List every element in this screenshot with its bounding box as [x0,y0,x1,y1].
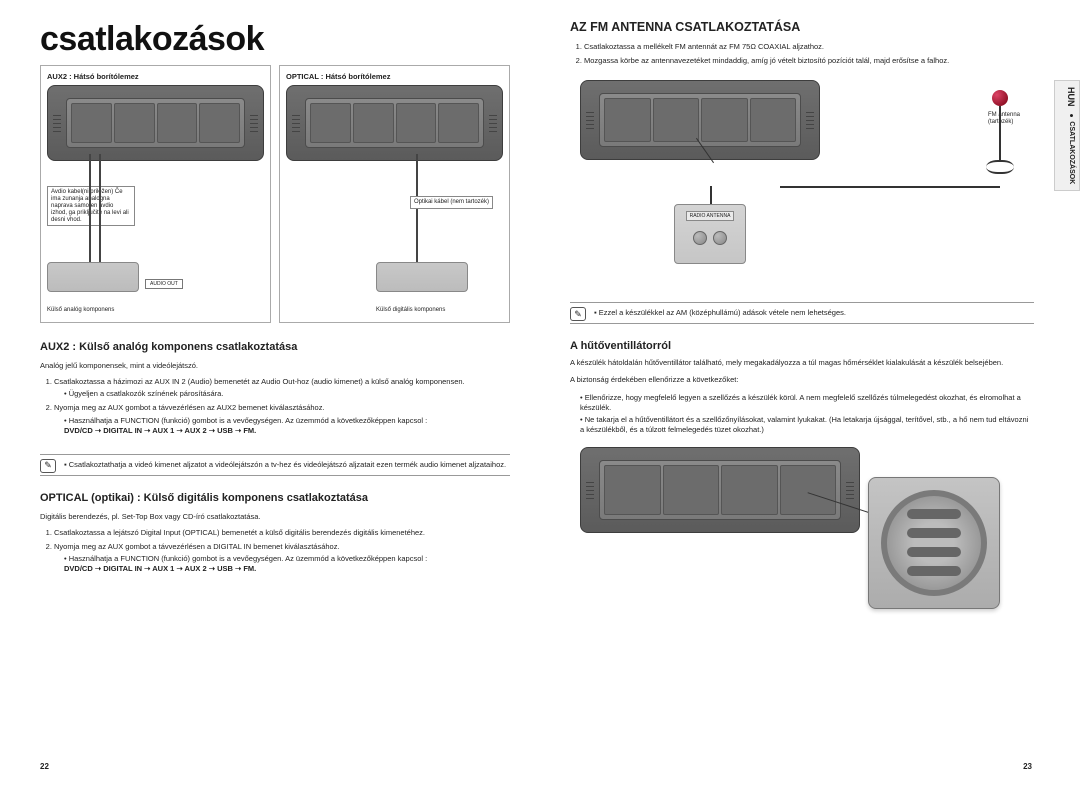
step-text: Nyomja meg az AUX gombot a távvezérlésen… [54,542,340,551]
page-right: AZ FM ANTENNA CSATLAKOZTATÁSA Csatlakozt… [540,0,1080,789]
mode-chain: DVD/CD ➝ DIGITAL IN ➝ AUX 1 ➝ AUX 2 ➝ US… [64,564,256,573]
device-illustration [47,85,264,161]
optical-intro: Digitális berendezés, pl. Set-Top Box va… [40,512,510,522]
wire-illustration [999,106,1001,160]
optical-heading: OPTICAL (optikai) : Külső digitális komp… [40,492,510,504]
radio-antenna-box: RADIO ANTENNA [674,204,746,264]
device-illustration [286,85,503,161]
diagram-aux2-label: AUX2 : Hátsó borítólemez [47,72,264,81]
list-item: Csatlakoztassa a mellékelt FM antennát a… [584,42,1034,52]
fm-antenna-label: FM antenna (tartozék) [988,112,1038,126]
audio-out-label: AUDIO OUT [145,279,183,289]
bullet-text: Használhatja a FUNCTION (funkció) gombot… [69,554,428,563]
radio-antenna-label: RADIO ANTENNA [686,211,735,221]
diagram-aux2: AUX2 : Hátsó borítólemez Avdio kabel(ni … [40,65,271,323]
page-number-left: 22 [40,762,49,771]
digital-component-illustration [376,262,468,292]
bullet-text: Használhatja a FUNCTION (funkció) gombot… [69,416,428,425]
list-item: Használhatja a FUNCTION (funkció) gombot… [64,416,510,436]
fm-title: AZ FM ANTENNA CSATLAKOZTATÁSA [570,20,1034,34]
optical-component-label: Külső digitális komponens [376,307,445,314]
fm-diagram: FM antenna (tartozék) RADIO ANTENNA [570,80,1034,280]
fan-diagram [570,447,1034,615]
list-item: Mozgassa körbe az antennavezetéket minda… [584,56,1034,66]
fm-steps: Csatlakoztassa a mellékelt FM antennát a… [570,42,1034,70]
note-box: ✎ ▪ Ezzel a készülékkel az AM (középhull… [570,302,1034,324]
diagram-optical-label: OPTICAL : Hátsó borítólemez [286,72,503,81]
coil-illustration [986,160,1014,174]
optical-steps: Csatlakoztassa a lejátszó Digital Input … [40,528,510,579]
diagram-optical: OPTICAL : Hátsó borítólemez Optikai kábe… [279,65,510,323]
list-item: Csatlakoztassa a lejátszó Digital Input … [54,528,510,538]
device-illustration [580,447,860,533]
fan-bullets: Ellenőrizze, hogy megfelelő legyen a sze… [570,393,1034,438]
page-number-right: 23 [1023,762,1032,771]
side-tab-section: ● CSATLAKOZÁSOK [1068,112,1075,184]
wire-illustration [710,186,712,206]
analog-component-illustration [47,262,139,292]
list-item: Csatlakoztassa a házimozi az AUX IN 2 (A… [54,377,510,399]
step-text: Nyomja meg az AUX gombot a távvezérlésen… [54,403,325,412]
device-illustration [580,80,820,160]
side-tab: HUN ● CSATLAKOZÁSOK [1054,80,1080,191]
note-text: ▪ Ezzel a készülékkel az AM (középhullám… [594,308,1034,318]
list-item: Ellenőrizze, hogy megfelelő legyen a sze… [580,393,1034,413]
aux2-steps: Csatlakoztassa a házimozi az AUX IN 2 (A… [40,377,510,440]
note-content: Ezzel a készülékkel az AM (középhullámú)… [599,308,846,317]
fan-p2: A biztonság érdekében ellenőrizze a köve… [570,375,1034,385]
fan-heading: A hűtőventillátorról [570,340,1034,352]
wire-illustration [780,186,1000,188]
list-item: Ne takarja el a hűtőventillátort és a sz… [580,415,1034,435]
cable-illustration [99,154,101,272]
note-icon: ✎ [40,459,56,473]
list-item: Nyomja meg az AUX gombot a távvezérlésen… [54,542,510,574]
note-text: ▪ Csatlakoztathatja a videó kimenet aljz… [64,460,510,470]
list-item: Nyomja meg az AUX gombot a távvezérlésen… [54,403,510,435]
note-content: Csatlakoztathatja a videó kimenet aljzat… [69,460,506,469]
page-title: csatlakozások [40,20,510,59]
fan-grill-illustration [868,477,1000,609]
list-item: Használhatja a FUNCTION (funkció) gombot… [64,554,510,574]
note-icon: ✎ [570,307,586,321]
step-text: Csatlakoztassa a házimozi az AUX IN 2 (A… [54,377,465,386]
cable-illustration [416,154,418,272]
cable-illustration [89,154,91,272]
fan-p1: A készülék hátoldalán hűtőventillátor ta… [570,358,1034,368]
diagram-row: AUX2 : Hátsó borítólemez Avdio kabel(ni … [40,65,510,323]
fan-circle [881,490,987,596]
page-left: csatlakozások AUX2 : Hátsó borítólemez A… [0,0,540,789]
fm-antenna-icon [992,90,1008,106]
list-item: Ügyeljen a csatlakozók színének párosítá… [64,389,510,399]
aux2-heading: AUX2 : Külső analóg komponens csatlakozt… [40,341,510,353]
aux2-intro: Analóg jelű komponensek, mint a videólej… [40,361,510,371]
note-box: ✎ ▪ Csatlakoztathatja a videó kimenet al… [40,454,510,476]
optical-callout: Optikai kábel (nem tartozék) [410,196,493,209]
mode-chain: DVD/CD ➝ DIGITAL IN ➝ AUX 1 ➝ AUX 2 ➝ US… [64,426,256,435]
side-tab-lang: HUN [1066,87,1076,107]
aux2-callout: Avdio kabel(ni priložen) Če ima zunanja … [47,186,135,226]
aux2-component-label: Külső analóg komponens [47,307,114,314]
